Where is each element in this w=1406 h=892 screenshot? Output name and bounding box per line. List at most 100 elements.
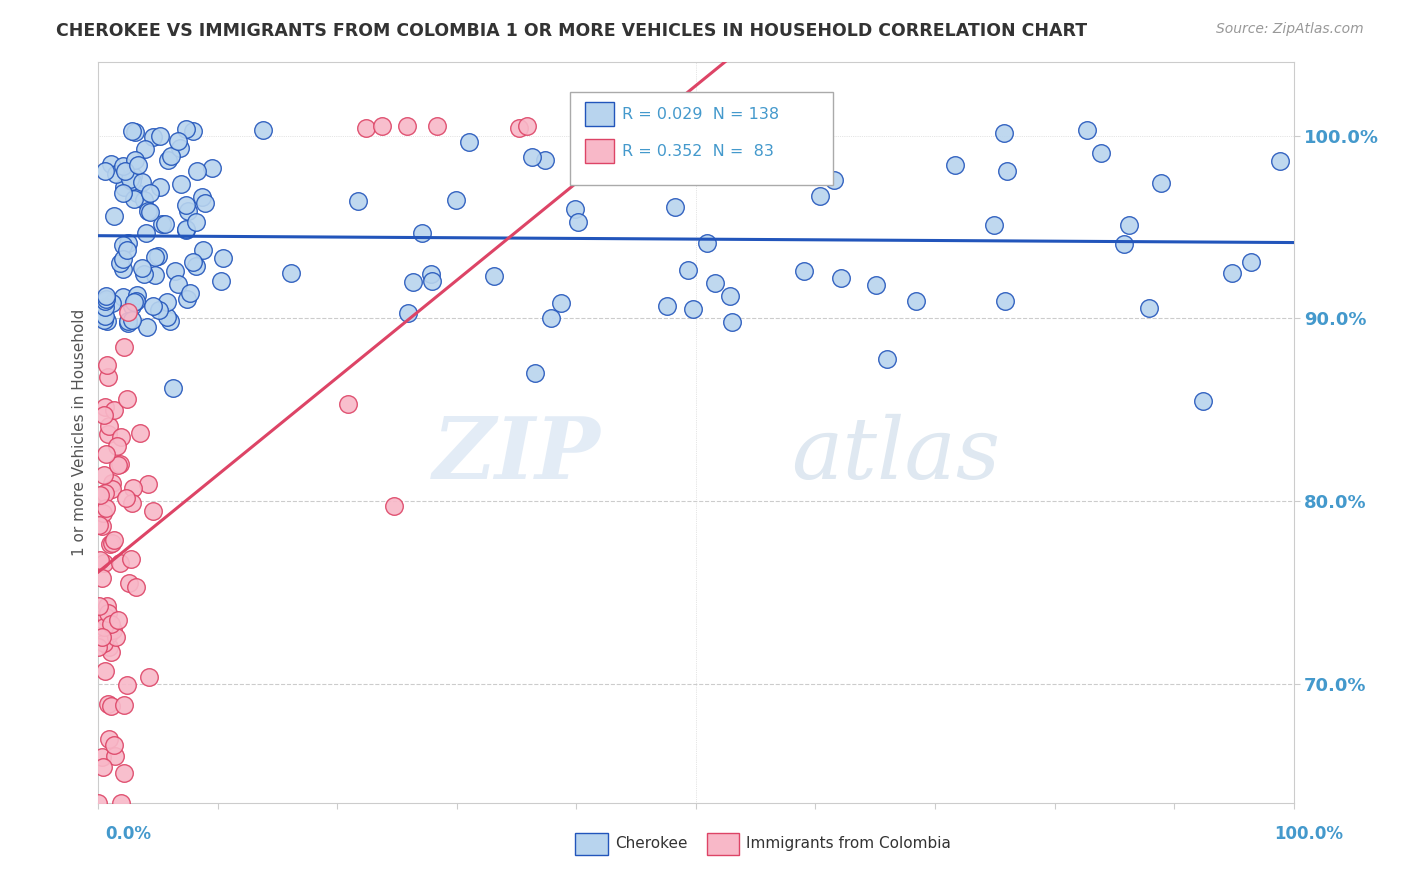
Point (420, 274, 443, 288)
Point (112, 766, 135, 780)
Point (122, 169, 145, 184)
Point (93, 636, 115, 650)
Point (108, 457, 131, 471)
Point (112, 180, 135, 194)
Point (101, 296, 124, 310)
Point (522, 150, 544, 164)
Point (96, 358, 118, 372)
Point (101, 535, 124, 549)
Y-axis label: 1 or more Vehicles in Household: 1 or more Vehicles in Household (72, 309, 87, 557)
Point (124, 125, 146, 139)
Point (683, 153, 706, 168)
Point (1191, 393, 1213, 408)
Point (159, 314, 181, 328)
Point (149, 179, 172, 194)
Point (96, 288, 118, 302)
Point (136, 320, 159, 334)
Point (135, 226, 157, 240)
Point (93, 506, 115, 520)
Point (122, 294, 145, 309)
Point (142, 299, 165, 313)
Point (181, 123, 204, 137)
Point (97, 606, 120, 620)
Point (114, 491, 136, 505)
Point (134, 142, 156, 156)
Point (139, 186, 162, 201)
Point (201, 161, 224, 175)
Point (167, 277, 190, 291)
Point (129, 425, 152, 440)
Point (94, 164, 117, 178)
Point (107, 613, 129, 627)
Point (169, 141, 191, 155)
Point (564, 202, 586, 216)
Point (1076, 122, 1098, 136)
Point (396, 305, 419, 319)
Point (655, 299, 678, 313)
Point (87, 640, 110, 654)
Point (550, 296, 572, 310)
Point (280, 266, 302, 280)
Point (93, 760, 115, 774)
Text: CHEROKEE VS IMMIGRANTS FROM COLOMBIA 1 OR MORE VEHICLES IN HOUSEHOLD CORRELATION: CHEROKEE VS IMMIGRANTS FROM COLOMBIA 1 O… (56, 22, 1087, 40)
Point (98, 626, 121, 640)
Point (142, 503, 165, 517)
Point (117, 235, 139, 250)
Point (121, 174, 143, 188)
Point (354, 120, 377, 135)
Point (108, 256, 131, 270)
Point (125, 294, 148, 309)
Point (721, 316, 744, 330)
Point (93, 468, 115, 483)
Point (508, 121, 530, 136)
Point (100, 645, 122, 659)
Point (143, 268, 166, 282)
Point (682, 302, 704, 317)
Point (111, 186, 134, 200)
Point (148, 248, 170, 262)
Point (704, 120, 727, 134)
Point (127, 158, 149, 172)
Point (177, 204, 200, 219)
Point (148, 303, 170, 318)
Point (110, 796, 132, 810)
Point (100, 157, 122, 171)
FancyBboxPatch shape (707, 833, 740, 855)
Point (186, 215, 208, 229)
Point (395, 120, 418, 134)
Text: ZIP: ZIP (433, 413, 600, 497)
Point (176, 292, 198, 306)
Point (138, 204, 160, 219)
Point (91, 750, 114, 764)
Point (411, 226, 433, 240)
Point (830, 270, 852, 285)
Text: Source: ZipAtlas.com: Source: ZipAtlas.com (1216, 22, 1364, 37)
Point (209, 274, 232, 288)
Point (121, 313, 143, 327)
Point (134, 267, 156, 281)
Point (1240, 255, 1263, 269)
Point (108, 556, 131, 570)
Point (524, 366, 547, 380)
Point (567, 215, 589, 229)
Point (97, 419, 120, 434)
Point (94, 485, 117, 500)
Point (193, 244, 215, 258)
Point (983, 218, 1005, 232)
Point (142, 130, 165, 145)
Point (371, 120, 394, 134)
Point (162, 381, 184, 395)
Point (122, 192, 145, 206)
Point (104, 167, 127, 181)
Point (125, 186, 148, 201)
Point (96, 313, 118, 327)
Point (139, 205, 162, 219)
Point (93, 556, 115, 570)
Point (252, 123, 274, 137)
Point (112, 262, 135, 277)
Point (103, 402, 125, 417)
Point (540, 310, 562, 325)
Point (96, 599, 118, 614)
Point (194, 196, 217, 211)
Point (169, 177, 191, 191)
